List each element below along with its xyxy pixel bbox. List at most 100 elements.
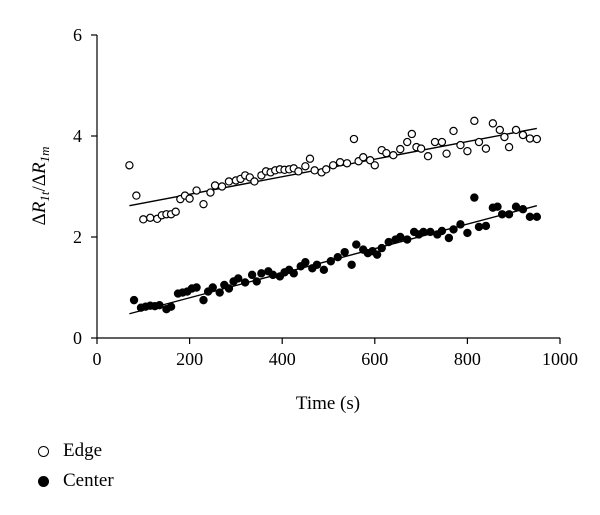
center-point bbox=[474, 222, 484, 232]
edge-point bbox=[449, 126, 458, 136]
edge-point bbox=[335, 158, 345, 167]
edge-point bbox=[532, 134, 542, 144]
edge-point bbox=[210, 181, 220, 190]
center-point bbox=[240, 278, 250, 287]
center-point bbox=[372, 250, 382, 259]
y-tick-label: 0 bbox=[73, 328, 82, 348]
legend: Edge Center bbox=[38, 436, 114, 496]
center-point bbox=[525, 212, 535, 221]
center-point bbox=[155, 300, 164, 310]
center-point bbox=[347, 260, 356, 269]
edge-point bbox=[185, 194, 194, 203]
edge-point bbox=[470, 116, 479, 126]
center-point bbox=[234, 274, 243, 283]
center-point bbox=[326, 257, 336, 266]
edge-point bbox=[365, 156, 375, 165]
center-point bbox=[518, 205, 528, 214]
edge-point bbox=[463, 146, 472, 156]
x-tick-label: 200 bbox=[176, 349, 203, 369]
axes bbox=[96, 35, 560, 339]
edge-point bbox=[294, 167, 303, 176]
edge-point bbox=[474, 137, 484, 147]
center-point bbox=[319, 265, 329, 275]
data-points bbox=[125, 116, 542, 314]
center-point bbox=[199, 295, 208, 305]
y-axis-title: ΔR1t/ΔR1m bbox=[29, 147, 52, 226]
center-point bbox=[444, 233, 454, 243]
center-point bbox=[257, 269, 266, 278]
filled-circle-marker-icon bbox=[38, 475, 49, 487]
x-tick-label: 600 bbox=[361, 349, 388, 369]
center-point bbox=[192, 283, 201, 292]
edge-point bbox=[396, 144, 405, 154]
edge-point bbox=[423, 151, 433, 161]
edge-point bbox=[139, 215, 148, 224]
x-axis-title: Time (s) bbox=[296, 393, 360, 414]
center-point bbox=[403, 235, 412, 244]
center-point bbox=[215, 288, 224, 297]
edge-point bbox=[224, 177, 234, 186]
center-point bbox=[208, 283, 217, 292]
center-point bbox=[312, 260, 322, 269]
center-point bbox=[419, 227, 428, 237]
center-point bbox=[301, 258, 310, 267]
center-point bbox=[511, 202, 521, 211]
edge-point bbox=[132, 191, 141, 200]
legend-label-center: Center bbox=[63, 470, 114, 491]
center-point bbox=[340, 247, 349, 257]
legend-label-edge: Edge bbox=[63, 440, 103, 461]
center-point bbox=[532, 212, 542, 221]
edge-point bbox=[328, 161, 338, 170]
center-point bbox=[247, 270, 257, 280]
legend-item-edge: Edge bbox=[38, 436, 114, 466]
y-ticks: 0 2 4 6 bbox=[73, 25, 97, 348]
edge-point bbox=[430, 137, 440, 147]
center-point bbox=[166, 302, 176, 311]
edge-point bbox=[301, 162, 310, 171]
edge-point bbox=[125, 161, 134, 170]
edge-point bbox=[407, 129, 417, 139]
edge-point bbox=[206, 188, 215, 197]
edge-point bbox=[382, 148, 391, 158]
edge-point bbox=[456, 140, 465, 150]
center-point bbox=[289, 269, 298, 278]
edge-point bbox=[370, 161, 379, 170]
center-point bbox=[396, 232, 405, 242]
x-tick-label: 1000 bbox=[542, 349, 578, 369]
edge-point bbox=[481, 144, 491, 153]
center-point bbox=[333, 253, 342, 262]
open-circle-marker-icon bbox=[38, 445, 49, 457]
edge-point bbox=[389, 150, 398, 160]
center-point bbox=[437, 226, 447, 236]
edge-point bbox=[250, 177, 259, 186]
center-point bbox=[497, 210, 507, 219]
center-point bbox=[426, 227, 435, 237]
center-point bbox=[470, 193, 479, 202]
center-point bbox=[493, 202, 502, 211]
edge-point bbox=[504, 142, 514, 152]
edge-point bbox=[359, 153, 368, 162]
center-point bbox=[129, 295, 139, 305]
center-point bbox=[456, 220, 465, 229]
x-ticks: 0 200 400 600 800 1000 bbox=[93, 338, 578, 369]
y-tick-label: 4 bbox=[73, 126, 82, 146]
edge-point bbox=[342, 159, 352, 168]
edge-point bbox=[146, 213, 155, 223]
edge-point bbox=[171, 207, 180, 216]
center-point bbox=[252, 277, 261, 286]
edge-point bbox=[525, 134, 535, 143]
legend-item-center: Center bbox=[38, 466, 114, 496]
scatter-chart: 0 200 400 600 800 1000 0 2 4 6 Time (s) ΔR1t/ΔR1… bbox=[29, 25, 578, 414]
edge-point bbox=[488, 119, 498, 128]
center-point bbox=[377, 243, 386, 253]
center-point bbox=[352, 240, 361, 249]
center-point bbox=[268, 270, 278, 280]
edge-point bbox=[217, 182, 227, 191]
edge-point bbox=[500, 132, 509, 142]
edge-point bbox=[495, 125, 505, 135]
edge-point bbox=[199, 199, 208, 209]
edge-point bbox=[305, 154, 315, 163]
center-point bbox=[481, 221, 491, 231]
edge-point bbox=[518, 130, 528, 140]
edge-point bbox=[310, 166, 319, 175]
